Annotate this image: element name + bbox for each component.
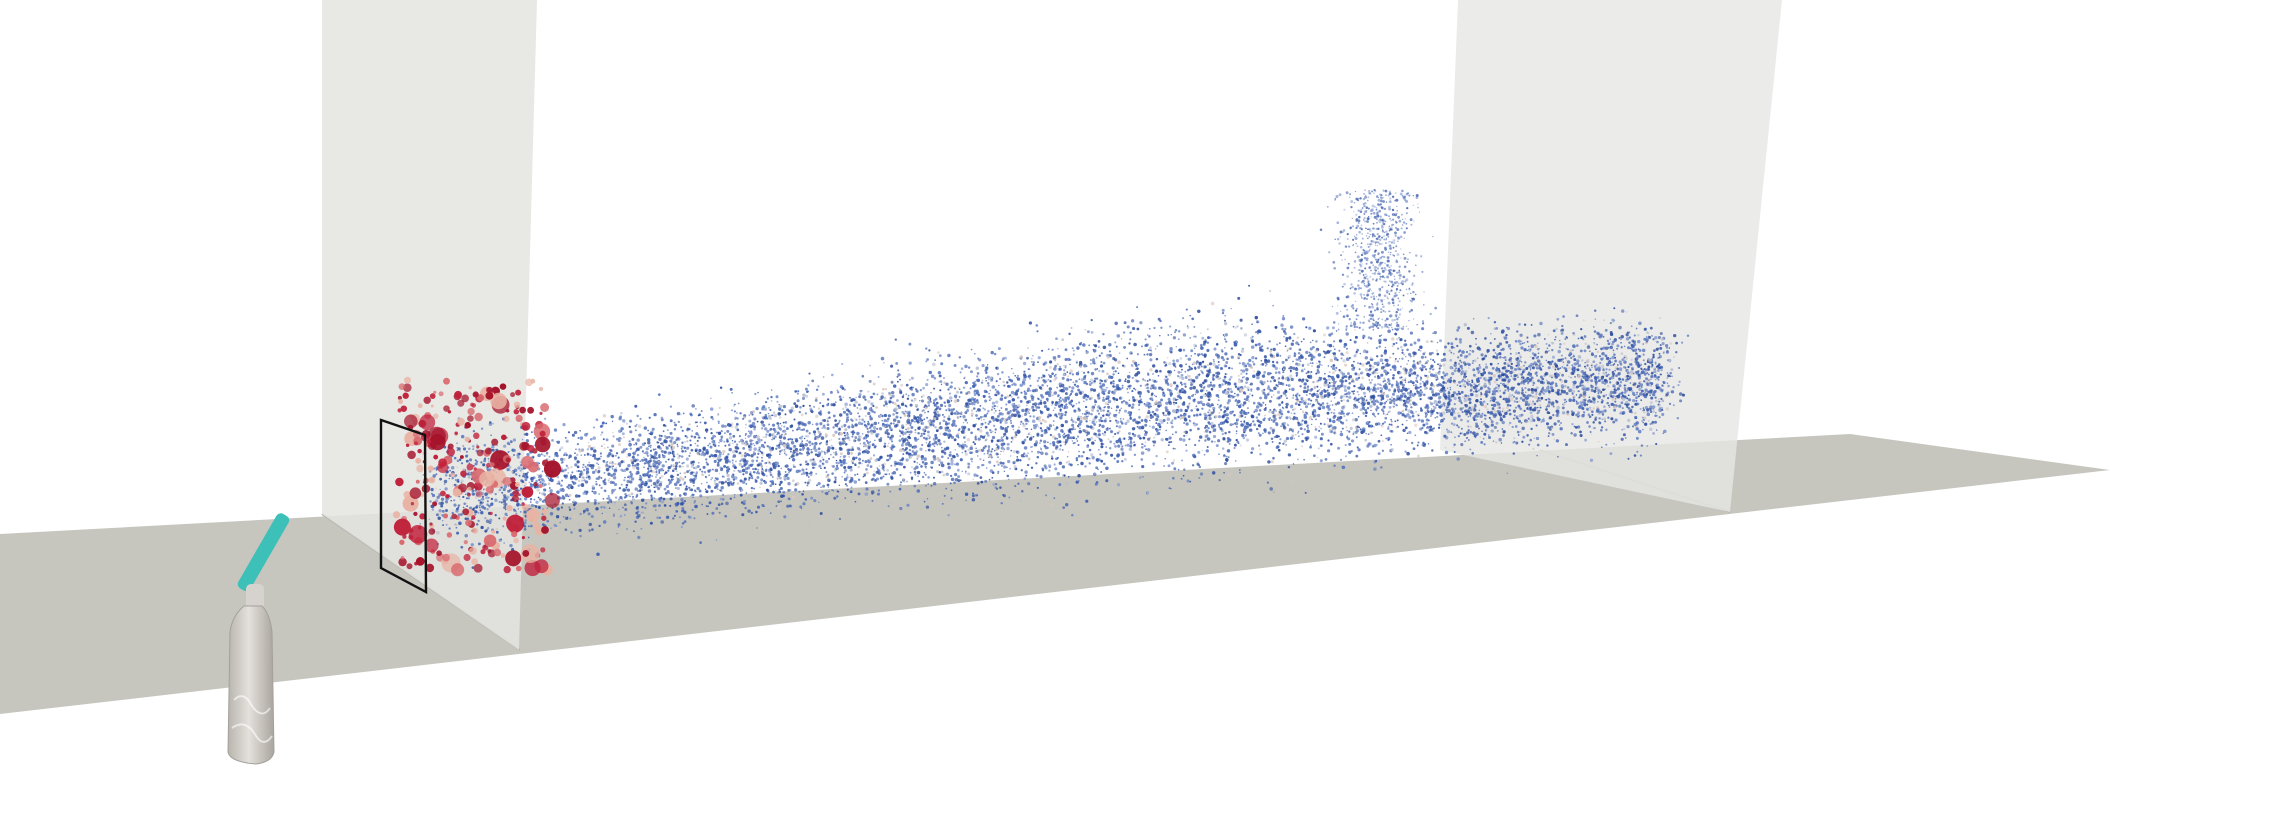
small-droplet-cloud: [419, 188, 1690, 569]
bottle-cap: [246, 584, 264, 610]
left-wall: [322, 0, 537, 650]
spray-bottle: [227, 513, 290, 765]
right-wall: [1440, 0, 1782, 512]
measurement-frame: [379, 418, 428, 595]
bottle-texture: [231, 695, 273, 743]
large-droplet-cluster: [392, 376, 562, 577]
floor-plane: [0, 434, 2110, 714]
bottle-neck: [237, 513, 290, 592]
